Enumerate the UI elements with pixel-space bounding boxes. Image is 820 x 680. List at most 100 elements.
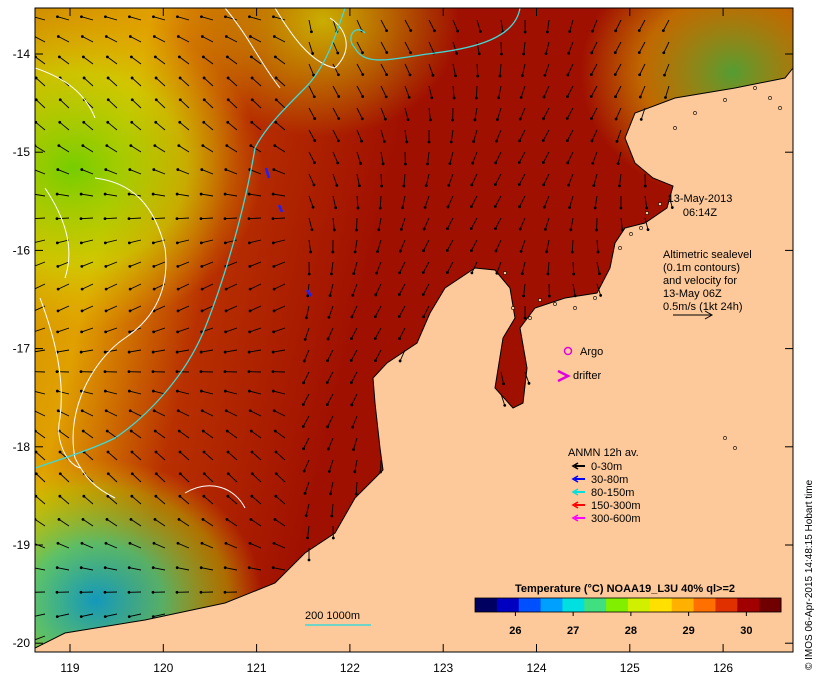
y-tick-label: -14 <box>13 47 31 61</box>
velocity-arrow-head <box>426 162 429 166</box>
velocity-arrow-head <box>543 73 547 77</box>
velocity-arrow-head <box>58 98 62 102</box>
island-2 <box>528 316 532 320</box>
velocity-arrow-head <box>202 120 206 124</box>
velocity-arrow-head <box>200 409 204 413</box>
velocity-arrow-head <box>127 217 131 221</box>
velocity-arrow-head <box>199 192 203 196</box>
velocity-arrow-head <box>312 183 316 187</box>
velocity-arrow-head <box>493 183 497 186</box>
velocity-arrow-head <box>471 161 475 165</box>
velocity-arrow-head <box>350 403 354 407</box>
velocity-arrow-head <box>451 118 455 122</box>
velocity-arrow-head <box>56 35 60 38</box>
velocity-arrow-head <box>330 272 333 276</box>
x-tick-label: 122 <box>340 661 360 675</box>
colorbar-cell <box>671 598 695 612</box>
velocity-arrow-head <box>223 350 227 354</box>
velocity-arrow-head <box>272 287 276 291</box>
velocity-arrow-head <box>326 337 330 341</box>
velocity-arrow-head <box>271 566 275 570</box>
velocity-arrow-head <box>378 206 382 210</box>
colorbar-tick-label: 30 <box>740 625 752 637</box>
velocity-arrow-head <box>55 217 59 221</box>
velocity-arrow-head <box>595 228 599 232</box>
velocity-arrow-head <box>429 118 432 122</box>
x-tick-label: 119 <box>60 661 79 675</box>
velocity-arrow-head <box>56 409 60 413</box>
velocity-arrow-head <box>151 370 155 374</box>
velocity-arrow-head <box>619 206 623 210</box>
velocity-arrow-head <box>175 370 179 374</box>
velocity-arrow-head <box>176 541 180 545</box>
island-12 <box>673 126 677 130</box>
velocity-arrow-head <box>517 161 521 164</box>
velocity-arrow-head <box>272 35 276 38</box>
velocity-arrow-head <box>337 117 341 120</box>
velocity-arrow-head <box>201 517 205 521</box>
velocity-arrow-head <box>127 370 131 374</box>
velocity-arrow-head <box>250 76 254 80</box>
velocity-arrow-head <box>271 370 275 374</box>
velocity-arrow-head <box>615 139 619 143</box>
velocity-arrow-head <box>326 359 329 363</box>
velocity-arrow-head <box>130 76 134 80</box>
velocity-arrow-head <box>353 470 357 474</box>
velocity-arrow-head <box>103 389 107 393</box>
velocity-arrow-head <box>613 51 617 54</box>
velocity-arrow-head <box>590 117 593 121</box>
velocity-arrow-head <box>81 429 85 433</box>
velocity-arrow-head <box>104 15 107 19</box>
velocity-arrow-head <box>445 249 449 252</box>
velocity-arrow-head <box>313 139 317 142</box>
velocity-arrow-head <box>151 350 155 354</box>
velocity-arrow-head <box>103 370 107 374</box>
argo-label: Argo <box>580 346 603 358</box>
colorbar-cell <box>628 598 651 612</box>
velocity-arrow-head <box>154 494 158 498</box>
velocity-arrow-head <box>494 249 498 253</box>
velocity-arrow-head <box>520 74 524 78</box>
velocity-arrow-head <box>470 249 473 253</box>
velocity-arrow-head <box>154 76 158 80</box>
velocity-arrow-head <box>129 517 133 521</box>
velocity-arrow-head <box>202 450 206 454</box>
velocity-arrow-head <box>545 250 548 254</box>
velocity-arrow-head <box>566 161 570 165</box>
colorbar-cell <box>606 598 629 612</box>
velocity-arrow-head <box>312 95 316 99</box>
velocity-arrow-head <box>178 450 182 454</box>
velocity-arrow-head <box>105 517 109 521</box>
colorbar-cell <box>518 598 542 612</box>
velocity-arrow-head <box>199 370 203 374</box>
velocity-arrow-head <box>599 294 603 297</box>
velocity-arrow-head <box>152 541 156 545</box>
velocity-arrow-head <box>304 514 308 518</box>
velocity-arrow-head <box>274 494 278 498</box>
velocity-arrow-head <box>271 192 275 196</box>
velocity-arrow <box>248 217 262 220</box>
velocity-arrow-head <box>502 382 505 386</box>
velocity-arrow-head <box>662 51 666 55</box>
velocity-arrow-head <box>223 192 227 196</box>
colorbar-cell <box>496 598 520 612</box>
velocity-arrow-head <box>176 287 180 291</box>
island-15 <box>753 86 757 90</box>
velocity-arrow-head <box>224 15 227 19</box>
velocity-arrow-head <box>127 241 131 245</box>
velocity-arrow-head <box>175 241 179 245</box>
y-tick-label: -20 <box>13 636 31 650</box>
velocity-arrow-head <box>177 517 181 521</box>
colorbar-cell <box>649 598 673 612</box>
velocity-arrow-head <box>591 161 595 165</box>
velocity-arrow-head <box>248 409 252 413</box>
velocity-arrow-head <box>331 250 335 254</box>
velocity-arrow-head <box>199 241 203 245</box>
velocity-arrow-head <box>130 472 134 476</box>
velocity-arrow-head <box>104 168 108 171</box>
credit-text: © IMOS 06-Apr-2015 14:48:15 Hobart time <box>804 479 815 670</box>
velocity-arrow-head <box>424 184 428 188</box>
velocity-arrow-head <box>589 73 593 76</box>
velocity-arrow <box>176 217 190 220</box>
velocity-arrow-head <box>127 350 131 354</box>
